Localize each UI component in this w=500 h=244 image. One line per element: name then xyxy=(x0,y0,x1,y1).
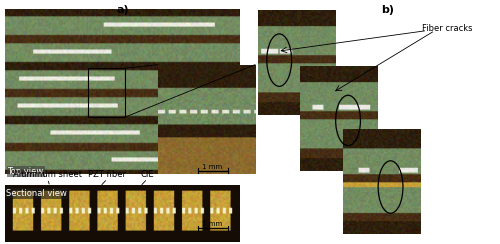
Bar xyxy=(88,68,125,117)
Text: Sectional view: Sectional view xyxy=(6,189,68,198)
Text: PZT fiber: PZT fiber xyxy=(88,170,126,179)
Text: b): b) xyxy=(381,5,394,15)
Text: Fiber cracks: Fiber cracks xyxy=(422,24,473,33)
Text: 1 mm: 1 mm xyxy=(202,163,222,170)
Text: CIE: CIE xyxy=(140,170,154,179)
Text: Top view: Top view xyxy=(8,167,44,176)
Text: a): a) xyxy=(116,5,129,15)
Text: Aluminum sheet: Aluminum sheet xyxy=(13,170,82,179)
Text: 1 mm: 1 mm xyxy=(202,221,222,227)
